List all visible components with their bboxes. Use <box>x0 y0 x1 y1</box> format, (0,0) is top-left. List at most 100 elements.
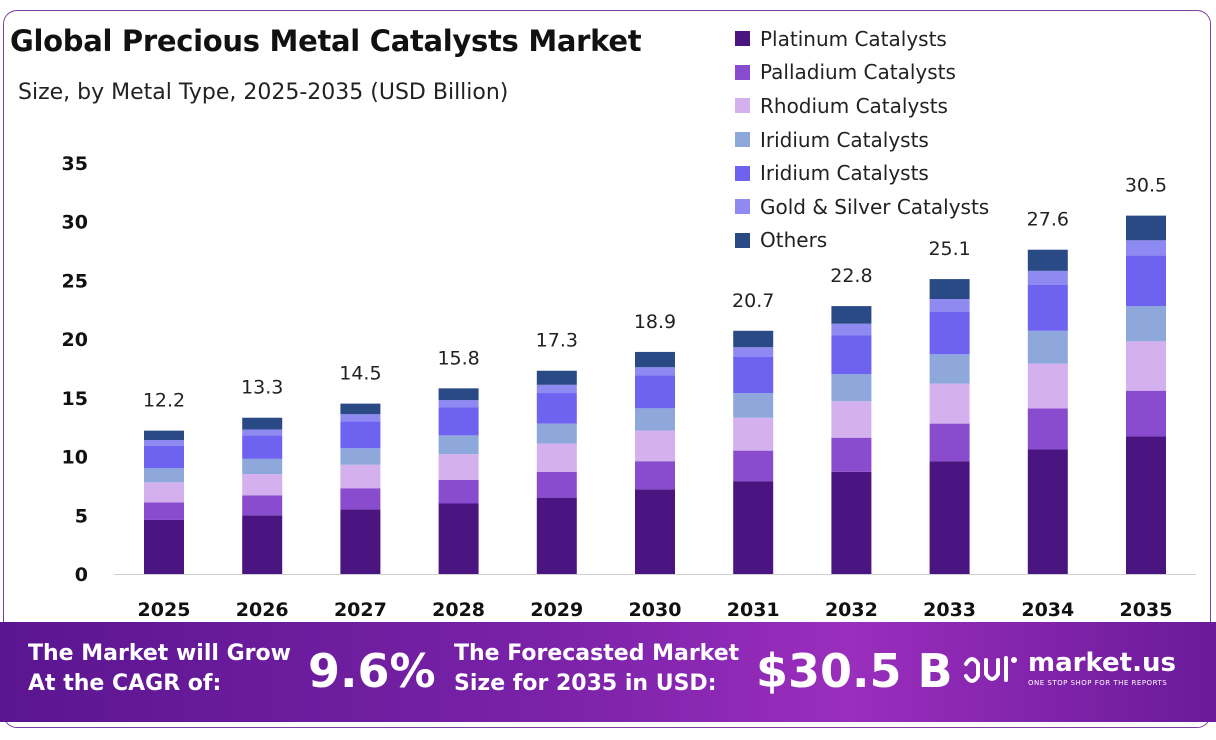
bar-segment <box>340 464 381 489</box>
bar-segment <box>635 430 675 462</box>
legend-label: Rhodium Catalysts <box>760 93 948 118</box>
legend-swatch <box>735 31 750 47</box>
bar-segment <box>929 299 970 312</box>
bar-total-label: 22.8 <box>830 265 872 287</box>
x-tick-label: 2032 <box>825 599 878 621</box>
bar-segment <box>242 458 283 475</box>
bar-segment <box>438 388 479 401</box>
legend-swatch <box>735 98 750 114</box>
x-tick-label: 2031 <box>727 599 780 621</box>
forecast-caption-line2: Size for 2035 in USD: <box>454 671 717 696</box>
x-tick-label: 2034 <box>1021 599 1074 621</box>
bar-segment <box>929 354 970 384</box>
bar-segment <box>144 482 184 503</box>
bar-segment <box>536 471 577 498</box>
legend-label: Gold & Silver Catalysts <box>760 194 990 219</box>
brand-tagline: ONE STOP SHOP FOR THE REPORTS <box>1028 679 1168 687</box>
bar-total-label: 20.7 <box>732 290 774 312</box>
legend-swatch <box>735 132 750 148</box>
bar-segment <box>438 503 479 574</box>
bar-segment <box>635 408 675 431</box>
y-tick-label: 15 <box>62 388 88 410</box>
bar-segment <box>1027 449 1068 574</box>
brand-name: market.us <box>1028 648 1176 678</box>
bar-segment <box>438 435 479 455</box>
bar-segment <box>536 393 577 424</box>
bar-segment <box>340 421 381 449</box>
bar-segment <box>929 383 970 424</box>
bar-total-label: 12.2 <box>143 390 185 412</box>
bar-segment <box>536 384 577 394</box>
x-tick-label: 2025 <box>138 599 191 621</box>
legend-item: Platinum Catalysts <box>735 22 989 56</box>
bar-segment <box>340 414 381 422</box>
bar-segment <box>733 450 774 482</box>
legend-swatch <box>735 165 750 181</box>
bar-segment <box>831 306 872 324</box>
bar-total-label: 25.1 <box>928 238 970 260</box>
legend-item: Iridium Catalysts <box>735 123 989 157</box>
bar-segment <box>635 351 675 368</box>
bar-segment <box>1027 330 1068 364</box>
y-tick-label: 25 <box>62 270 88 292</box>
bar-segment <box>929 311 970 355</box>
y-tick-label: 10 <box>62 447 88 469</box>
bar-segment <box>536 497 577 574</box>
bar-segment <box>340 403 381 415</box>
x-tick-label: 2033 <box>923 599 976 621</box>
legend-label: Platinum Catalysts <box>760 26 947 51</box>
x-tick-label: 2027 <box>334 599 387 621</box>
y-tick-label: 0 <box>75 564 88 586</box>
bar-segment <box>144 468 184 483</box>
legend-item: Iridium Catalysts <box>735 156 989 190</box>
bar-segment <box>1126 240 1166 256</box>
bar-segment <box>1126 390 1166 437</box>
bar-segment <box>929 423 970 462</box>
x-tick-label: 2030 <box>629 599 682 621</box>
bar-segment <box>438 400 479 408</box>
bar-segment <box>1027 363 1068 409</box>
bar-segment <box>733 417 774 451</box>
bar-total-label: 17.3 <box>536 330 578 352</box>
chart-legend: Platinum Catalysts Palladium Catalysts R… <box>735 22 989 257</box>
x-tick-label: 2029 <box>530 599 583 621</box>
bar-segment <box>635 489 675 574</box>
bar-segment <box>831 374 872 402</box>
bar-total-label: 18.9 <box>634 311 676 333</box>
bar-segment <box>1027 249 1068 271</box>
cagr-value: 9.6% <box>308 644 436 698</box>
chart-frame <box>3 10 1211 728</box>
bar-segment <box>438 454 479 480</box>
bar-segment <box>733 393 774 418</box>
bar-total-label: 14.5 <box>339 363 381 385</box>
bar-total-label: 27.6 <box>1027 209 1069 231</box>
legend-label: Iridium Catalysts <box>760 161 929 186</box>
forecast-value: $30.5 B <box>756 644 953 698</box>
bar-total-label: 30.5 <box>1125 175 1167 197</box>
y-tick-label: 35 <box>62 153 88 175</box>
legend-swatch <box>735 64 750 80</box>
bar-segment <box>144 430 184 441</box>
x-tick-label: 2035 <box>1120 599 1173 621</box>
chart-subtitle: Size, by Metal Type, 2025-2035 (USD Bill… <box>18 80 509 105</box>
legend-item: Gold & Silver Catalysts <box>735 190 989 224</box>
cagr-caption-line2: At the CAGR of: <box>28 671 222 696</box>
market-us-logo-icon <box>964 656 1017 683</box>
y-tick-label: 5 <box>75 505 88 527</box>
summary-banner <box>0 622 1216 722</box>
bar-segment <box>1027 408 1068 450</box>
legend-item: Palladium Catalysts <box>735 56 989 90</box>
bar-segment <box>536 423 577 444</box>
bar-segment <box>340 488 381 510</box>
legend-swatch <box>735 199 750 215</box>
bar-segment <box>340 509 381 574</box>
bar-segment <box>242 474 283 496</box>
bar-segment <box>1126 341 1166 391</box>
bar-segment <box>831 323 872 336</box>
forecast-caption-line1: The Forecasted Market <box>454 641 740 666</box>
bar-segment <box>831 471 872 574</box>
legend-item: Rhodium Catalysts <box>735 89 989 123</box>
legend-swatch <box>735 232 750 248</box>
bar-total-label: 13.3 <box>241 377 283 399</box>
bar-segment <box>831 335 872 375</box>
